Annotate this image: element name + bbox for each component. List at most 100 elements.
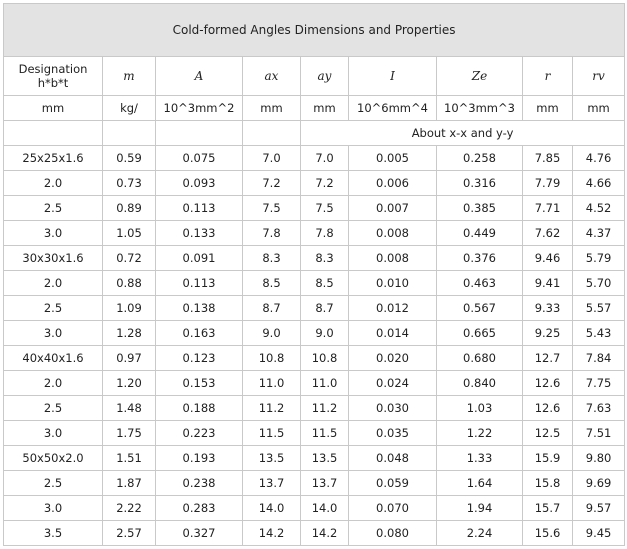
cell-area: 0.188: [155, 395, 243, 421]
designation-label: Designation: [18, 62, 88, 76]
cell-ay: 11.5: [300, 420, 349, 446]
cell-ay: 11.2: [300, 395, 349, 421]
unit-inertia: 10^6mm^4: [348, 95, 437, 121]
cell-ay: 7.0: [300, 145, 349, 171]
about-empty-cell: [155, 120, 243, 146]
cell-inertia: 0.012: [348, 295, 437, 321]
cell-r: 15.9: [522, 445, 573, 471]
cell-designation: 3.0: [3, 495, 103, 521]
cell-designation: 2.5: [3, 195, 103, 221]
cell-ze: 0.449: [436, 220, 523, 246]
cell-designation: 2.5: [3, 395, 103, 421]
cell-r: 7.79: [522, 170, 573, 196]
cell-ze: 1.64: [436, 470, 523, 496]
cell-inertia: 0.006: [348, 170, 437, 196]
cell-r: 12.6: [522, 370, 573, 396]
cell-r: 7.85: [522, 145, 573, 171]
header-ay: ay: [300, 56, 349, 96]
cell-m: 1.05: [102, 220, 156, 246]
table-row: 50x50x2.0 1.51 0.193 13.5 13.5 0.048 1.33 15.9 9…: [3, 445, 626, 471]
cell-designation: 40x40x1.6: [3, 345, 103, 371]
header-rv: rv: [571, 56, 626, 96]
cell-m: 0.59: [102, 145, 156, 171]
cell-inertia: 0.059: [348, 470, 437, 496]
cell-area: 0.093: [155, 170, 243, 196]
cell-ze: 1.33: [436, 445, 523, 471]
cell-area: 0.283: [155, 495, 243, 521]
cell-r: 12.7: [522, 345, 573, 371]
header-ax: ax: [242, 56, 301, 96]
cell-inertia: 0.024: [348, 370, 437, 396]
unit-ze: 10^3mm^3: [436, 95, 523, 121]
cell-r: 9.25: [522, 320, 573, 346]
cell-r: 9.33: [522, 295, 573, 321]
cell-designation: 2.5: [3, 470, 103, 496]
designation-format: h*b*t: [37, 76, 69, 90]
cell-rv: 9.57: [571, 495, 626, 521]
cell-m: 0.89: [102, 195, 156, 221]
cell-rv: 7.84: [571, 345, 626, 371]
cell-r: 15.8: [522, 470, 573, 496]
cell-rv: 4.66: [571, 170, 626, 196]
cell-m: 0.72: [102, 245, 156, 271]
cell-designation: 2.5: [3, 295, 103, 321]
cell-ax: 10.8: [242, 345, 301, 371]
cell-inertia: 0.008: [348, 245, 437, 271]
table-row: 40x40x1.6 0.97 0.123 10.8 10.8 0.020 0.680 12.7…: [3, 345, 626, 371]
cell-area: 0.113: [155, 195, 243, 221]
cell-designation: 3.5: [3, 520, 103, 546]
cell-designation: 2.0: [3, 270, 103, 296]
cell-area: 0.327: [155, 520, 243, 546]
cell-inertia: 0.030: [348, 395, 437, 421]
cell-rv: 5.70: [571, 270, 626, 296]
cell-m: 0.73: [102, 170, 156, 196]
cell-ay: 8.5: [300, 270, 349, 296]
cell-m: 1.87: [102, 470, 156, 496]
table-row: 30x30x1.6 0.72 0.091 8.3 8.3 0.008 0.376 9.46 5.…: [3, 245, 626, 271]
cell-area: 0.238: [155, 470, 243, 496]
cell-designation: 50x50x2.0: [3, 445, 103, 471]
cell-designation: 2.0: [3, 170, 103, 196]
cell-rv: 7.75: [571, 370, 626, 396]
cell-m: 0.88: [102, 270, 156, 296]
cell-inertia: 0.020: [348, 345, 437, 371]
cell-rv: 5.79: [571, 245, 626, 271]
properties-table-container: Cold-formed Angles Dimensions and Proper…: [2, 3, 626, 546]
cell-ax: 13.5: [242, 445, 301, 471]
angles-properties-table: Cold-formed Angles Dimensions and Proper…: [2, 3, 626, 546]
cell-r: 9.41: [522, 270, 573, 296]
cell-rv: 5.57: [571, 295, 626, 321]
table-row: 3.0 1.05 0.133 7.8 7.8 0.008 0.449 7.62 4.37: [3, 220, 626, 246]
unit-designation: mm: [3, 95, 103, 121]
cell-ay: 13.5: [300, 445, 349, 471]
cell-area: 0.123: [155, 345, 243, 371]
cell-inertia: 0.008: [348, 220, 437, 246]
cell-ze: 0.680: [436, 345, 523, 371]
cell-ze: 0.567: [436, 295, 523, 321]
cell-ze: 1.03: [436, 395, 523, 421]
cell-ax: 8.3: [242, 245, 301, 271]
table-row: 3.0 2.22 0.283 14.0 14.0 0.070 1.94 15.7 9.57: [3, 495, 626, 521]
cell-area: 0.075: [155, 145, 243, 171]
cell-rv: 9.45: [571, 520, 626, 546]
cell-ze: 2.24: [436, 520, 523, 546]
cell-area: 0.163: [155, 320, 243, 346]
cell-m: 1.28: [102, 320, 156, 346]
unit-r: mm: [522, 95, 573, 121]
cell-designation: 25x25x1.6: [3, 145, 103, 171]
cell-ay: 11.0: [300, 370, 349, 396]
cell-rv: 5.43: [571, 320, 626, 346]
cell-ze: 0.258: [436, 145, 523, 171]
cell-ax: 9.0: [242, 320, 301, 346]
cell-ze: 1.94: [436, 495, 523, 521]
cell-inertia: 0.010: [348, 270, 437, 296]
cell-ay: 9.0: [300, 320, 349, 346]
about-empty-cell: [102, 120, 156, 146]
cell-r: 7.62: [522, 220, 573, 246]
cell-ze: 0.665: [436, 320, 523, 346]
cell-designation: 2.0: [3, 370, 103, 396]
cell-area: 0.223: [155, 420, 243, 446]
cell-m: 1.09: [102, 295, 156, 321]
cell-area: 0.193: [155, 445, 243, 471]
cell-r: 15.7: [522, 495, 573, 521]
